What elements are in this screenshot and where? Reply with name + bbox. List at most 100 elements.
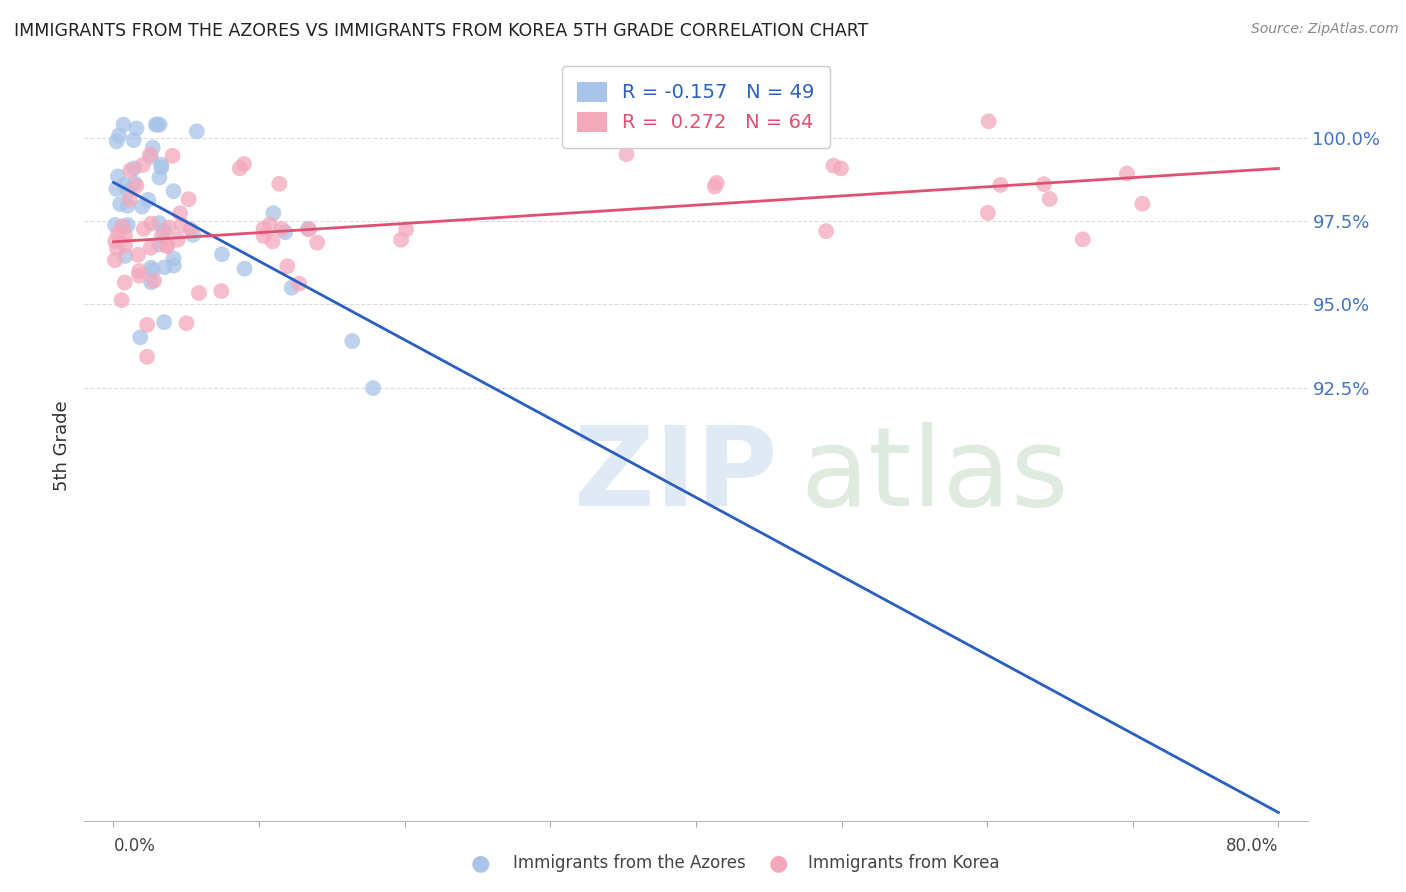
- Point: [125, 178, 148, 193]
- Point: [830, 161, 852, 176]
- Point: [156, 238, 179, 252]
- Point: [163, 259, 186, 273]
- Point: [131, 200, 153, 214]
- Point: [136, 350, 159, 364]
- Point: [112, 219, 135, 234]
- Point: [114, 238, 136, 252]
- Point: [104, 253, 127, 268]
- Point: [389, 233, 412, 247]
- Point: [181, 227, 204, 242]
- Y-axis label: 5th Grade: 5th Grade: [53, 401, 72, 491]
- Point: [1115, 167, 1137, 181]
- Point: [107, 227, 129, 241]
- Point: [141, 217, 163, 231]
- Point: [104, 234, 127, 248]
- Point: [276, 259, 298, 273]
- Point: [211, 247, 233, 261]
- Point: [259, 218, 281, 232]
- Point: [139, 150, 162, 164]
- Point: [298, 222, 321, 236]
- Point: [128, 268, 150, 283]
- Text: ●: ●: [769, 854, 789, 873]
- Point: [177, 192, 200, 206]
- Point: [114, 276, 136, 290]
- Point: [148, 216, 170, 230]
- Point: [977, 114, 1000, 128]
- Point: [117, 199, 139, 213]
- Point: [153, 260, 176, 275]
- Point: [111, 219, 134, 234]
- Point: [142, 263, 165, 277]
- Point: [127, 248, 149, 262]
- Point: [169, 206, 191, 220]
- Text: IMMIGRANTS FROM THE AZORES VS IMMIGRANTS FROM KOREA 5TH GRADE CORRELATION CHART: IMMIGRANTS FROM THE AZORES VS IMMIGRANTS…: [14, 22, 869, 40]
- Point: [108, 128, 131, 143]
- Point: [166, 233, 188, 247]
- Text: Source: ZipAtlas.com: Source: ZipAtlas.com: [1251, 22, 1399, 37]
- Point: [122, 133, 145, 147]
- Point: [156, 239, 179, 253]
- Point: [114, 249, 136, 263]
- Point: [977, 206, 1000, 220]
- Point: [815, 224, 838, 238]
- Point: [269, 177, 291, 191]
- Point: [1071, 232, 1094, 246]
- Point: [162, 149, 184, 163]
- Point: [990, 178, 1012, 192]
- Point: [233, 157, 256, 171]
- Point: [252, 221, 274, 235]
- Point: [280, 281, 302, 295]
- Point: [141, 260, 163, 275]
- Point: [1130, 196, 1153, 211]
- Point: [129, 330, 152, 344]
- Point: [136, 193, 159, 207]
- Point: [105, 134, 128, 148]
- Point: [288, 277, 311, 291]
- Point: [187, 285, 209, 300]
- Point: [143, 274, 166, 288]
- Point: [142, 140, 165, 154]
- Point: [146, 118, 169, 132]
- Point: [1032, 177, 1054, 191]
- Point: [148, 170, 170, 185]
- Point: [153, 315, 176, 329]
- Point: [186, 124, 208, 138]
- Point: [150, 161, 173, 175]
- Point: [297, 221, 319, 235]
- Point: [122, 161, 145, 176]
- Point: [162, 252, 184, 266]
- Point: [270, 222, 292, 236]
- Point: [176, 316, 198, 330]
- Point: [228, 161, 250, 176]
- Point: [253, 229, 276, 244]
- Point: [118, 192, 141, 206]
- Point: [125, 121, 148, 136]
- Point: [108, 197, 131, 211]
- Text: Immigrants from Korea: Immigrants from Korea: [808, 855, 1000, 872]
- Point: [823, 159, 845, 173]
- Point: [157, 220, 180, 235]
- Text: 0.0%: 0.0%: [114, 838, 155, 855]
- Point: [616, 147, 638, 161]
- Point: [150, 158, 173, 172]
- Point: [180, 222, 202, 236]
- Point: [112, 118, 135, 132]
- Text: atlas: atlas: [800, 423, 1069, 530]
- Point: [105, 242, 128, 256]
- Point: [120, 163, 142, 178]
- Point: [107, 169, 129, 184]
- Legend: R = -0.157   N = 49, R =  0.272   N = 64: R = -0.157 N = 49, R = 0.272 N = 64: [562, 66, 830, 148]
- Text: ●: ●: [471, 854, 491, 873]
- Point: [105, 182, 128, 196]
- Point: [132, 158, 155, 172]
- Point: [233, 261, 256, 276]
- Point: [148, 237, 170, 252]
- Point: [262, 206, 284, 220]
- Point: [307, 235, 329, 250]
- Point: [395, 222, 418, 236]
- Text: 80.0%: 80.0%: [1226, 838, 1278, 855]
- Point: [149, 118, 172, 132]
- Point: [136, 318, 159, 332]
- Point: [104, 218, 127, 232]
- Point: [145, 118, 167, 132]
